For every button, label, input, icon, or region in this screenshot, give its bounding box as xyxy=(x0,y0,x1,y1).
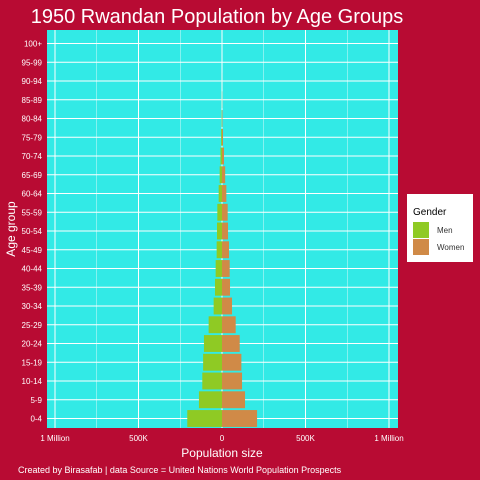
legend: Gender Men Women xyxy=(407,194,473,262)
bar-women-70-74 xyxy=(222,147,225,165)
y-tick-label: 90-94 xyxy=(22,77,43,86)
bar-men-55-59 xyxy=(217,203,222,221)
bar-women-35-39 xyxy=(222,278,231,296)
y-tick-label: 30-34 xyxy=(22,302,43,311)
bar-women-45-49 xyxy=(222,241,230,259)
legend-title: Gender xyxy=(413,207,447,218)
bar-men-70-74 xyxy=(220,147,222,165)
y-tick-label: 55-59 xyxy=(22,208,43,217)
bar-men-35-39 xyxy=(214,278,222,296)
x-tick-label: 0 xyxy=(220,434,225,443)
bar-men-75-79 xyxy=(221,128,222,146)
bar-men-45-49 xyxy=(216,241,222,259)
bar-men-60-64 xyxy=(218,185,222,202)
bars xyxy=(187,72,258,427)
bar-men-10-14 xyxy=(202,372,222,390)
y-tick-label: 45-49 xyxy=(22,246,43,255)
y-tick-label: 5-9 xyxy=(30,396,42,405)
y-axis-title: Age group xyxy=(4,201,18,257)
legend-label-men: Men xyxy=(437,226,453,235)
x-tick-labels: 1 Million 500K 0 500K 1 Million xyxy=(40,434,403,443)
legend-swatch-women xyxy=(413,239,429,255)
bar-women-10-14 xyxy=(222,372,243,390)
x-tick-label: 1 Million xyxy=(374,434,403,443)
y-tick-label: 20-24 xyxy=(22,340,43,349)
legend-label-women: Women xyxy=(437,243,464,252)
bar-men-25-29 xyxy=(208,316,222,334)
y-tick-label: 10-14 xyxy=(22,377,43,386)
y-tick-label: 65-69 xyxy=(22,171,43,180)
bar-men-20-24 xyxy=(203,335,222,352)
bar-women-20-24 xyxy=(222,335,240,352)
y-tick-label: 15-19 xyxy=(22,358,43,367)
bar-men-5-9 xyxy=(198,391,222,409)
legend-swatch-men xyxy=(413,222,429,238)
y-tick-label: 50-54 xyxy=(22,227,43,236)
x-tick-label: 500K xyxy=(129,434,148,443)
bar-women-55-59 xyxy=(222,203,228,221)
x-tick-label: 500K xyxy=(296,434,315,443)
chart-caption: Created by Birasafab | data Source = Uni… xyxy=(18,465,342,475)
bar-women-65-69 xyxy=(222,166,226,184)
bar-women-50-54 xyxy=(222,222,229,240)
bar-men-40-44 xyxy=(215,260,222,277)
bar-women-5-9 xyxy=(222,391,246,409)
y-tick-label: 25-29 xyxy=(22,321,43,330)
bar-women-40-44 xyxy=(222,260,230,277)
bar-women-75-79 xyxy=(222,128,224,146)
y-tick-label: 70-74 xyxy=(22,152,43,161)
y-tick-label: 40-44 xyxy=(22,265,43,274)
x-axis-title: Population size xyxy=(181,446,263,460)
bar-men-0-4 xyxy=(187,410,222,427)
bar-men-30-34 xyxy=(213,297,222,315)
y-tick-label: 95-99 xyxy=(22,58,43,67)
chart-title: 1950 Rwandan Population by Age Groups xyxy=(31,6,404,28)
bar-women-15-19 xyxy=(222,353,242,371)
x-tick-label: 1 Million xyxy=(40,434,69,443)
bar-women-30-34 xyxy=(222,297,233,315)
y-tick-label: 80-84 xyxy=(22,115,43,124)
y-tick-label: 85-89 xyxy=(22,96,43,105)
bar-women-25-29 xyxy=(222,316,236,334)
y-tick-labels: 0-4 5-9 10-14 15-19 20-24 25-29 30-34 35-39 40-4… xyxy=(22,40,43,424)
bar-men-65-69 xyxy=(219,166,222,184)
y-tick-label: 100+ xyxy=(24,40,42,49)
y-tick-label: 60-64 xyxy=(22,190,43,199)
y-tick-label: 0-4 xyxy=(30,415,42,424)
y-tick-label: 35-39 xyxy=(22,283,43,292)
bar-women-60-64 xyxy=(222,185,227,202)
bar-men-15-19 xyxy=(203,353,222,371)
bar-women-0-4 xyxy=(222,410,258,427)
bar-men-50-54 xyxy=(216,222,222,240)
y-tick-label: 75-79 xyxy=(22,133,43,142)
